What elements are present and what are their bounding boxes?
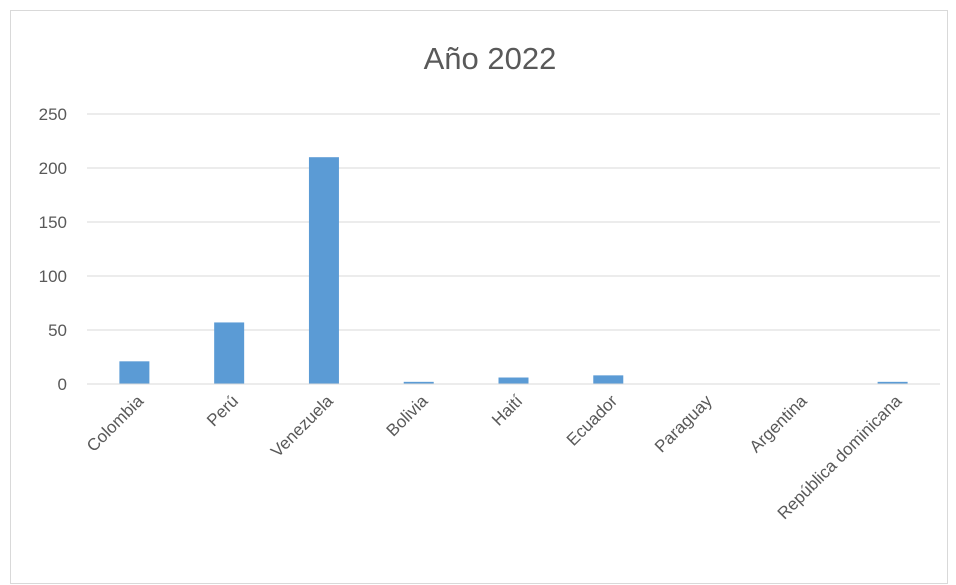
x-tick-label: Colombia — [83, 391, 148, 456]
x-tick-label: Bolivia — [383, 391, 432, 440]
x-axis-ticks: Colombia Perú Venezuela Bolivia Haití Ecuador… — [83, 391, 906, 523]
x-tick-label: Argentina — [746, 391, 811, 456]
y-tick-label: 0 — [58, 375, 67, 394]
y-tick-label: 200 — [39, 159, 67, 178]
bar-haití — [499, 378, 529, 384]
x-tick-label: Ecuador — [563, 391, 621, 449]
y-tick-label: 250 — [39, 105, 67, 124]
x-tick-label: Venezuela — [267, 391, 337, 461]
gridlines — [87, 114, 940, 330]
x-tick-label: Paraguay — [651, 391, 716, 456]
y-tick-label: 50 — [48, 321, 67, 340]
bars — [119, 157, 907, 384]
bar-colombia — [119, 361, 149, 384]
y-axis-ticks: 0 50 100 150 200 250 — [39, 105, 67, 394]
y-tick-label: 100 — [39, 267, 67, 286]
bar-venezuela — [309, 157, 339, 384]
chart-title: Año 2022 — [424, 41, 557, 76]
bar-perú — [214, 322, 244, 384]
x-tick-label: Perú — [203, 391, 242, 430]
y-tick-label: 150 — [39, 213, 67, 232]
x-tick-label: Haití — [488, 391, 526, 429]
bar-ecuador — [593, 375, 623, 384]
